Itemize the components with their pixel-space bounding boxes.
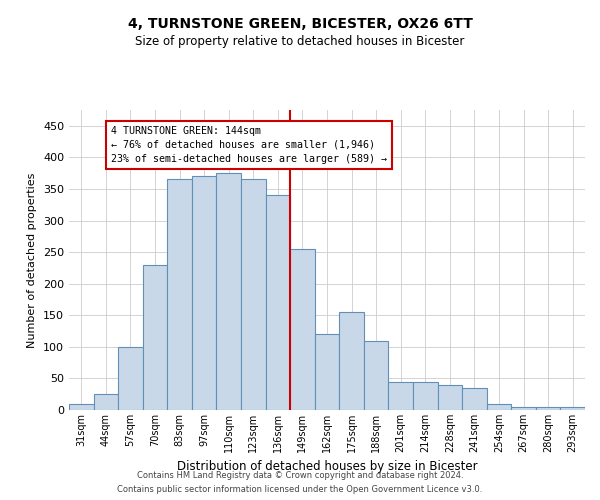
Bar — [167, 180, 192, 410]
Bar — [487, 404, 511, 410]
Bar — [192, 176, 217, 410]
Bar — [241, 180, 266, 410]
Text: 4 TURNSTONE GREEN: 144sqm
← 76% of detached houses are smaller (1,946)
23% of se: 4 TURNSTONE GREEN: 144sqm ← 76% of detac… — [111, 126, 387, 164]
Bar — [143, 264, 167, 410]
Bar — [290, 249, 315, 410]
Y-axis label: Number of detached properties: Number of detached properties — [28, 172, 37, 348]
Text: Contains HM Land Registry data © Crown copyright and database right 2024.: Contains HM Land Registry data © Crown c… — [137, 472, 463, 480]
Bar — [364, 340, 388, 410]
Text: 4, TURNSTONE GREEN, BICESTER, OX26 6TT: 4, TURNSTONE GREEN, BICESTER, OX26 6TT — [128, 18, 472, 32]
Bar — [69, 404, 94, 410]
Bar — [339, 312, 364, 410]
Bar — [388, 382, 413, 410]
Bar — [266, 196, 290, 410]
Text: Contains public sector information licensed under the Open Government Licence v3: Contains public sector information licen… — [118, 484, 482, 494]
X-axis label: Distribution of detached houses by size in Bicester: Distribution of detached houses by size … — [176, 460, 478, 473]
Bar — [536, 407, 560, 410]
Bar — [94, 394, 118, 410]
Bar — [217, 173, 241, 410]
Bar — [437, 384, 462, 410]
Bar — [511, 407, 536, 410]
Bar — [560, 407, 585, 410]
Bar — [413, 382, 437, 410]
Text: Size of property relative to detached houses in Bicester: Size of property relative to detached ho… — [136, 35, 464, 48]
Bar — [462, 388, 487, 410]
Bar — [118, 347, 143, 410]
Bar — [315, 334, 339, 410]
